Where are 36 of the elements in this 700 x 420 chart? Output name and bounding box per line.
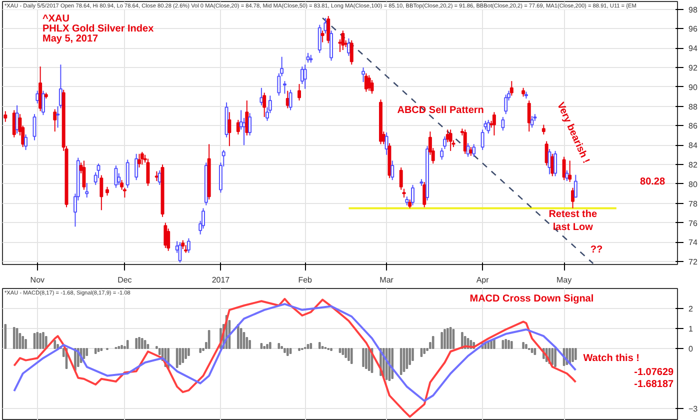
x-tick-label: Dec xyxy=(118,276,132,284)
y-tick-label: 80 xyxy=(688,180,698,189)
y-tick-label: 84 xyxy=(688,141,698,150)
y-tick-label: 1 xyxy=(688,324,694,334)
x-tick-label: Mar xyxy=(380,276,394,284)
y-tick-label: 92 xyxy=(688,63,698,72)
text: PHLX Gold Silver Index xyxy=(42,24,154,34)
y-tick-label: 88 xyxy=(688,102,698,112)
y-tick-label: 76 xyxy=(688,218,698,228)
annotation: ?? xyxy=(590,244,603,256)
y-tick-label: 96 xyxy=(688,24,698,34)
y-tick-label: 98 xyxy=(688,5,698,14)
annotation: -1.07629 xyxy=(634,367,674,378)
annotation: Watch this ! xyxy=(583,352,640,364)
text: ^XAU xyxy=(42,14,70,24)
y-tick-label: −3 xyxy=(688,404,698,414)
y-tick-label: 78 xyxy=(688,199,698,208)
y-tick-label: 74 xyxy=(688,238,698,248)
y-tick-label: 2 xyxy=(688,304,694,314)
annotation: May 5, 2017 xyxy=(42,34,99,44)
x-tick-label: May xyxy=(556,276,572,284)
y-tick-label: 0 xyxy=(688,344,694,354)
x-tick-label: 2017 xyxy=(212,276,230,284)
annotation: MACD Cross Down Signal xyxy=(470,294,594,305)
y-tick-label: 72 xyxy=(688,258,698,267)
y-tick-label: 94 xyxy=(688,44,698,54)
x-tick-label: Apr xyxy=(476,276,490,284)
annotation: Retest the last Low xyxy=(548,209,598,234)
annotation: -1.68187 xyxy=(634,379,674,390)
y-tick-label: 90 xyxy=(688,82,698,92)
y-tick-label: 82 xyxy=(688,160,698,170)
x-tick-label: Feb xyxy=(298,276,313,284)
y-tick-label: 86 xyxy=(688,122,698,131)
annotation: 80.28 xyxy=(640,176,666,188)
annotation: ABCD Sell Pattern xyxy=(397,105,484,116)
x-tick-label: Nov xyxy=(30,276,45,284)
